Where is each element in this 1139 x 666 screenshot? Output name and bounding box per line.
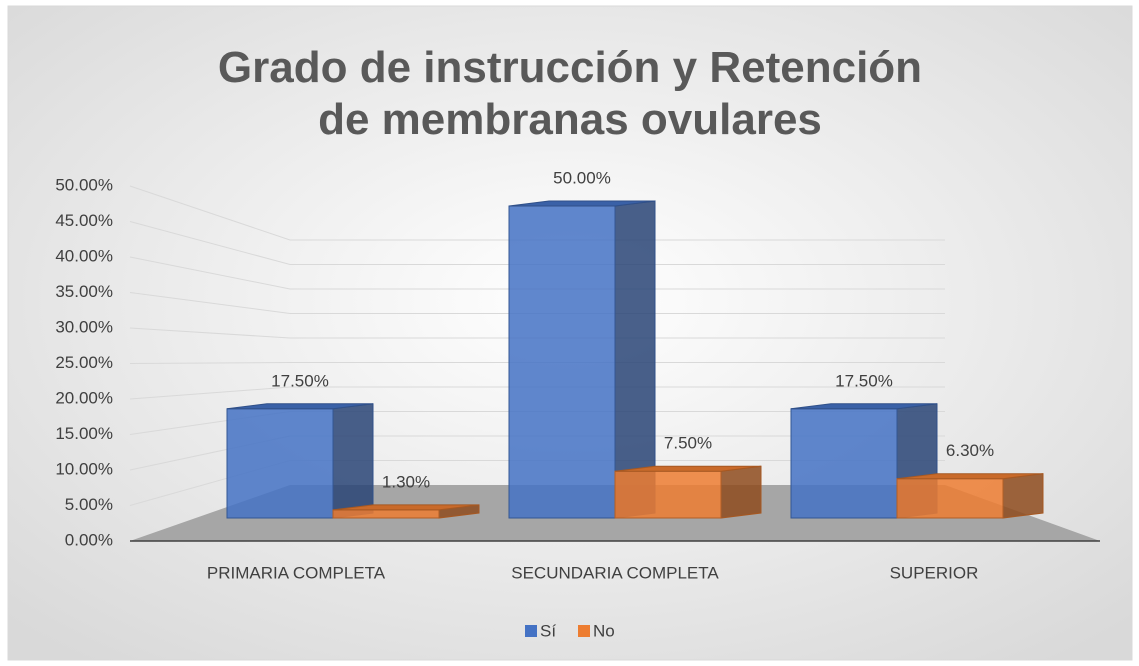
bar-side (332, 403, 374, 519)
bar-top (332, 504, 480, 511)
y-tick-label: 10.00% (55, 459, 113, 478)
bar-top (614, 465, 762, 472)
bar (896, 478, 1004, 519)
grid-line (129, 185, 945, 241)
bar (226, 408, 334, 519)
legend-label: No (593, 621, 615, 640)
x-tick-label: PRIMARIA COMPLETA (207, 563, 386, 582)
grid-line (129, 386, 945, 400)
y-tick-label: 45.00% (55, 211, 113, 230)
legend-swatch (525, 625, 537, 637)
chart-title: Grado de instrucción y Retención de memb… (217, 43, 923, 144)
y-tick-label: 25.00% (55, 353, 113, 372)
y-tick-label: 40.00% (55, 246, 113, 265)
x-tick-label: SECUNDARIA COMPLETA (511, 563, 719, 582)
bar-side (720, 465, 762, 519)
legend-label: Sí (540, 621, 556, 640)
y-tick-label: 5.00% (65, 495, 113, 514)
bar (508, 205, 616, 519)
data-label: 7.50% (664, 434, 712, 453)
y-tick-label: 15.00% (55, 424, 113, 443)
grid-line (129, 362, 945, 364)
bar-top (226, 403, 374, 410)
data-label: 1.30% (382, 472, 430, 491)
bar (790, 408, 898, 519)
y-tick-label: 0.00% (65, 530, 113, 549)
legend-swatch (578, 625, 590, 637)
grid-line (129, 221, 945, 265)
grid-line (129, 327, 945, 339)
data-label: 17.50% (835, 371, 893, 390)
bar-top (896, 473, 1044, 480)
data-label: 6.30% (946, 441, 994, 460)
bar (332, 509, 440, 519)
bar-top (790, 403, 938, 410)
bar-side (1002, 473, 1044, 519)
data-label: 17.50% (271, 371, 329, 390)
x-tick-label: SUPERIOR (890, 563, 979, 582)
y-tick-label: 35.00% (55, 282, 113, 301)
data-label: 50.00% (553, 168, 611, 187)
bar (614, 470, 722, 519)
grid-line (129, 292, 945, 314)
y-tick-label: 20.00% (55, 388, 113, 407)
grid-line (129, 256, 945, 290)
y-tick-label: 30.00% (55, 317, 113, 336)
bar-top (508, 200, 656, 207)
y-tick-label: 50.00% (55, 175, 113, 194)
